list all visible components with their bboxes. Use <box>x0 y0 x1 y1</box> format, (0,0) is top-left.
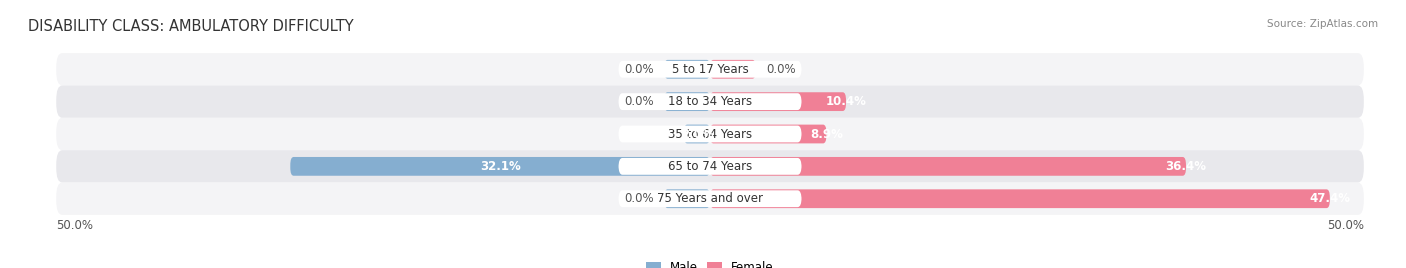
FancyBboxPatch shape <box>56 118 1364 150</box>
FancyBboxPatch shape <box>290 157 710 176</box>
Text: 5 to 17 Years: 5 to 17 Years <box>672 63 748 76</box>
Text: 65 to 74 Years: 65 to 74 Years <box>668 160 752 173</box>
Text: 50.0%: 50.0% <box>56 219 93 232</box>
FancyBboxPatch shape <box>56 150 1364 183</box>
FancyBboxPatch shape <box>56 53 1364 85</box>
Text: 36.4%: 36.4% <box>1166 160 1206 173</box>
FancyBboxPatch shape <box>619 61 801 78</box>
Text: 2.0%: 2.0% <box>681 128 713 140</box>
Text: 0.0%: 0.0% <box>766 63 796 76</box>
FancyBboxPatch shape <box>664 189 710 208</box>
FancyBboxPatch shape <box>619 93 801 110</box>
FancyBboxPatch shape <box>683 125 710 143</box>
FancyBboxPatch shape <box>619 126 801 142</box>
FancyBboxPatch shape <box>664 60 710 79</box>
Text: 35 to 64 Years: 35 to 64 Years <box>668 128 752 140</box>
Text: 32.1%: 32.1% <box>479 160 520 173</box>
Text: DISABILITY CLASS: AMBULATORY DIFFICULTY: DISABILITY CLASS: AMBULATORY DIFFICULTY <box>28 19 354 34</box>
Text: 0.0%: 0.0% <box>624 192 654 205</box>
FancyBboxPatch shape <box>710 189 1330 208</box>
Text: 18 to 34 Years: 18 to 34 Years <box>668 95 752 108</box>
Text: 47.4%: 47.4% <box>1309 192 1350 205</box>
Text: 50.0%: 50.0% <box>1327 219 1364 232</box>
FancyBboxPatch shape <box>710 60 756 79</box>
FancyBboxPatch shape <box>710 157 1187 176</box>
Text: 10.4%: 10.4% <box>825 95 866 108</box>
Text: 0.0%: 0.0% <box>624 95 654 108</box>
FancyBboxPatch shape <box>710 125 827 143</box>
Text: 0.0%: 0.0% <box>624 63 654 76</box>
FancyBboxPatch shape <box>56 183 1364 215</box>
Text: Source: ZipAtlas.com: Source: ZipAtlas.com <box>1267 19 1378 29</box>
FancyBboxPatch shape <box>619 158 801 175</box>
FancyBboxPatch shape <box>619 190 801 207</box>
FancyBboxPatch shape <box>56 85 1364 118</box>
Text: 75 Years and over: 75 Years and over <box>657 192 763 205</box>
Text: 8.9%: 8.9% <box>810 128 842 140</box>
Legend: Male, Female: Male, Female <box>641 256 779 268</box>
FancyBboxPatch shape <box>664 92 710 111</box>
FancyBboxPatch shape <box>710 92 846 111</box>
